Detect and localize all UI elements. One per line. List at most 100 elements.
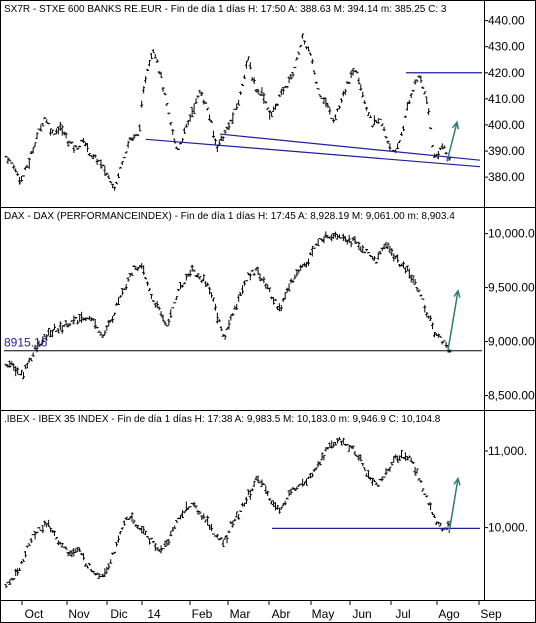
price-bar <box>254 476 258 481</box>
price-bar <box>425 96 429 105</box>
price-bar <box>351 237 355 242</box>
price-bar <box>339 440 343 446</box>
price-bar <box>109 319 113 323</box>
panel1-annotations <box>145 72 482 168</box>
price-bar <box>231 313 235 317</box>
price-bar <box>237 294 241 302</box>
price-bar <box>175 520 179 523</box>
price-bar <box>184 273 188 281</box>
price-bar <box>429 502 433 511</box>
price-bar <box>37 340 41 347</box>
price-bar <box>374 261 378 264</box>
price-bar <box>194 275 198 278</box>
price-bar <box>146 536 150 538</box>
price-bar <box>78 145 82 148</box>
price-bar <box>283 292 287 300</box>
price-bar <box>291 71 295 78</box>
price-bar <box>47 122 51 125</box>
price-bar <box>147 288 151 292</box>
price-bar <box>153 54 157 59</box>
price-bar <box>254 267 258 272</box>
price-bar <box>347 234 351 244</box>
price-bar <box>14 168 18 173</box>
price-bar <box>353 236 357 244</box>
price-bar <box>258 93 262 96</box>
price-bar <box>320 452 324 461</box>
price-bar <box>301 264 305 268</box>
price-bar <box>107 174 111 179</box>
price-bar <box>132 519 136 524</box>
price-bar <box>295 486 299 490</box>
price-bar <box>70 141 74 144</box>
price-bar <box>31 352 35 357</box>
price-bar <box>217 538 221 541</box>
panel3-price-bars <box>4 437 452 589</box>
price-bar <box>95 158 99 166</box>
price-bar <box>54 536 58 540</box>
price-bar <box>196 273 200 278</box>
price-bar <box>349 445 353 449</box>
price-bar <box>380 476 384 482</box>
price-bar <box>74 316 78 320</box>
price-bar <box>272 106 276 112</box>
price-bar <box>95 326 99 329</box>
price-bar <box>442 145 446 149</box>
price-bar <box>208 524 212 530</box>
price-bar <box>270 111 274 118</box>
y-tick-label: 420.00 <box>488 66 525 80</box>
price-bar <box>415 468 419 474</box>
price-bar <box>202 274 206 282</box>
price-bar <box>45 119 49 124</box>
price-bar <box>332 442 336 448</box>
price-bar <box>334 231 338 238</box>
price-bar <box>126 518 130 520</box>
price-bar <box>359 84 363 91</box>
price-bar <box>128 516 132 520</box>
price-bar <box>58 321 62 331</box>
price-bar <box>262 92 266 104</box>
price-bar <box>289 488 293 495</box>
price-bar <box>231 112 235 124</box>
y-tick-label: 8,500.00 <box>488 389 535 403</box>
price-bar <box>194 505 198 509</box>
price-bar <box>242 280 246 286</box>
y-tick-label: 440.00 <box>488 14 525 28</box>
price-bar <box>144 276 148 280</box>
price-bar <box>231 520 235 528</box>
price-bar <box>29 358 33 362</box>
price-bar <box>163 92 167 96</box>
price-bar <box>314 243 318 246</box>
price-bar <box>21 371 25 380</box>
price-bar <box>184 501 188 512</box>
x-tick-label: 14 <box>147 607 161 621</box>
price-bar <box>82 553 86 561</box>
price-bar <box>200 515 204 520</box>
price-bar <box>343 236 347 242</box>
price-bar <box>440 143 444 150</box>
price-bar <box>93 154 97 158</box>
price-bar <box>103 165 107 176</box>
price-bar <box>407 99 411 105</box>
price-bar <box>149 53 153 60</box>
price-bar <box>320 238 324 242</box>
price-bar <box>436 521 440 525</box>
price-bar <box>72 145 76 153</box>
price-bar <box>6 157 10 164</box>
price-bar <box>274 103 278 110</box>
price-bar <box>332 233 336 239</box>
price-bar <box>345 240 349 245</box>
price-bar <box>142 265 146 276</box>
price-bar <box>237 513 241 520</box>
price-bar <box>8 159 12 162</box>
price-bar <box>122 520 126 526</box>
price-bar <box>225 327 229 331</box>
price-bar <box>64 132 68 139</box>
price-bar <box>153 302 157 308</box>
price-bar <box>260 87 264 96</box>
price-bar <box>35 531 39 534</box>
price-bar <box>365 106 369 111</box>
price-bar <box>275 103 279 107</box>
price-bar <box>27 157 31 169</box>
price-bar <box>147 59 151 67</box>
